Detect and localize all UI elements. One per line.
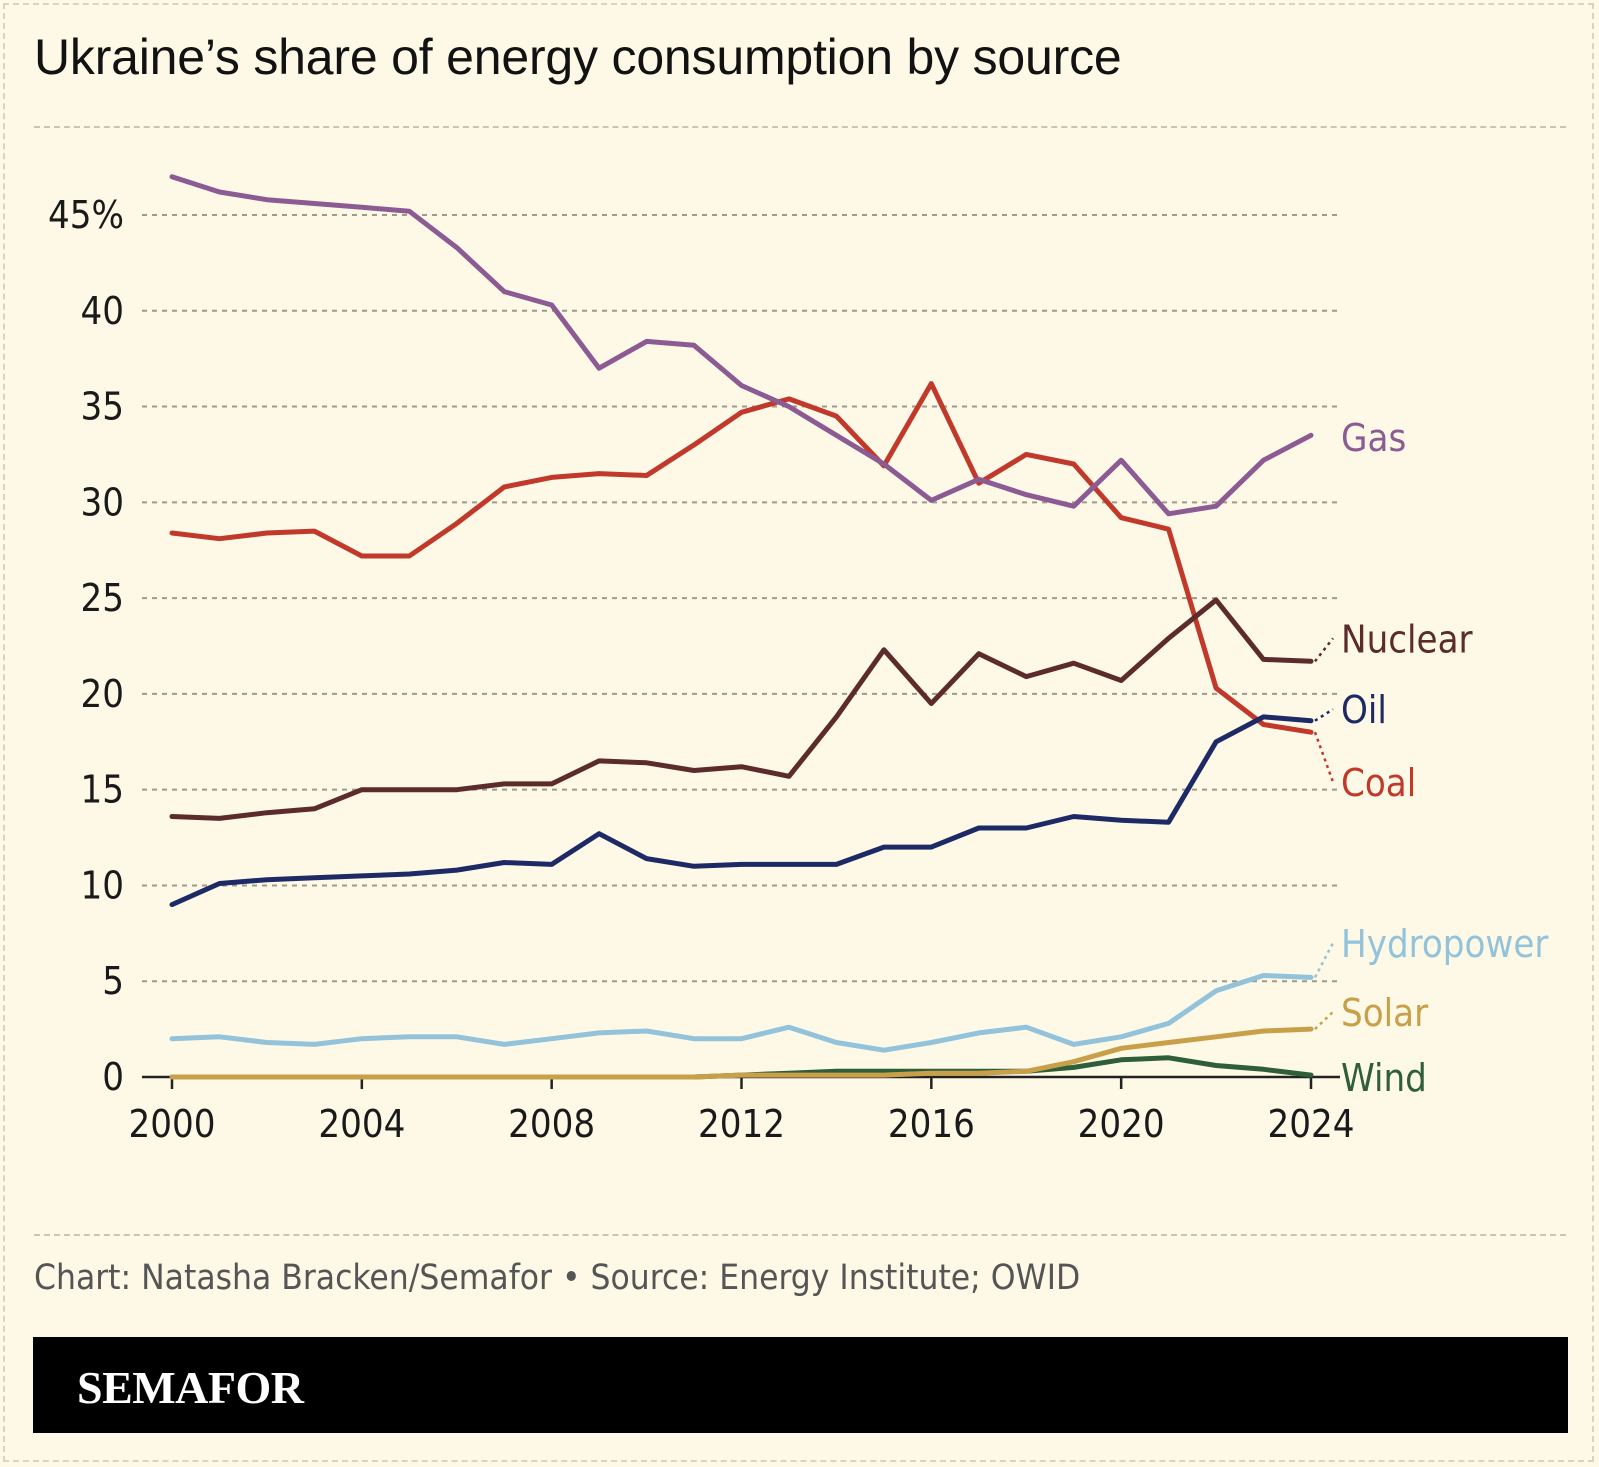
top-rule [34, 126, 1566, 128]
y-tick-label: 35 [81, 385, 125, 429]
label-leader-oil [1314, 708, 1334, 722]
bottom-rule [34, 1234, 1566, 1236]
x-tick-label: 2016 [888, 1102, 975, 1146]
brand-bar: SEMAFOR [33, 1337, 1568, 1433]
x-tick-label: 2012 [698, 1102, 785, 1146]
y-tick-label: 10 [81, 863, 125, 907]
line-chart: 0 5 10 15 20 25 30 35 40 45% 2000 2004 2008 2012 2016… [48, 174, 1549, 1146]
y-tick-label: 25 [81, 576, 125, 620]
x-tick-label: 2000 [129, 1102, 216, 1146]
y-tick-label: 40 [81, 289, 125, 333]
series-line-solar [169, 1026, 1314, 1080]
label-leader-hydropower [1313, 942, 1335, 978]
series-lines [169, 174, 1314, 1080]
x-tick-label: 2024 [1268, 1102, 1355, 1146]
series-label-coal: Coal [1341, 761, 1416, 805]
y-tick-label: 5 [102, 959, 124, 1003]
y-tick-label: 0 [102, 1055, 124, 1099]
series-line-gas [169, 174, 1314, 517]
y-tick-label: 20 [81, 672, 125, 716]
x-tick-label: 2008 [508, 1102, 595, 1146]
x-tick-label: 2020 [1078, 1102, 1165, 1146]
series-label-solar: Solar [1341, 991, 1429, 1035]
series-line-hydropower [169, 973, 1314, 1053]
series-label-oil: Oil [1341, 688, 1387, 732]
x-tick-label: 2004 [318, 1102, 405, 1146]
label-leader-coal [1313, 731, 1335, 783]
y-tick-label: 15 [81, 768, 125, 812]
series-line-coal [169, 381, 1314, 735]
y-axis-tick-labels: 0 5 10 15 20 25 30 35 40 45% [48, 193, 124, 1099]
series-label-gas: Gas [1341, 416, 1406, 460]
x-axis: 2000 2004 2008 2012 2016 2020 2024 [129, 1075, 1355, 1146]
series-line-nuclear [169, 597, 1314, 821]
series-line-oil [169, 714, 1314, 908]
y-tick-label: 45% [48, 193, 124, 237]
series-labels: Gas Nuclear Oil Coal Hydropower Solar Wind [1313, 416, 1549, 1100]
series-label-wind: Wind [1341, 1056, 1427, 1100]
y-tick-label: 30 [81, 480, 125, 524]
label-leader-nuclear [1314, 637, 1334, 663]
label-leader-solar [1314, 1010, 1334, 1031]
series-label-hydropower: Hydropower [1341, 922, 1549, 966]
semafor-logo: SEMAFOR [77, 1362, 304, 1413]
series-label-nuclear: Nuclear [1341, 617, 1474, 661]
chart-title: Ukraine’s share of energy consumption by… [34, 29, 1122, 85]
source-credit: Chart: Natasha Bracken/Semafor • Source:… [34, 1258, 1081, 1298]
chart-frame [3, 3, 1594, 1462]
